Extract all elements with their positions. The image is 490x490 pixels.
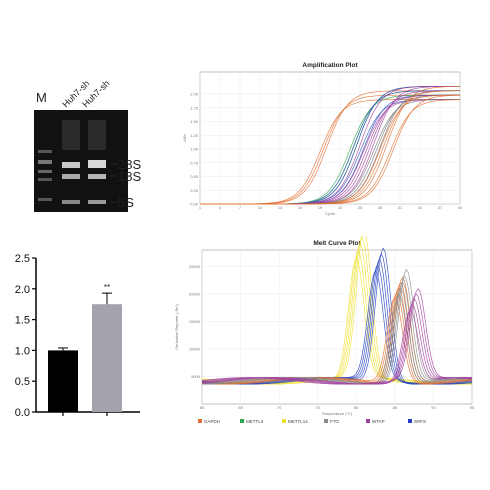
x-tick-label: 31 <box>398 205 403 210</box>
y-tick-label: 0.00 <box>190 202 199 207</box>
legend-swatch <box>366 419 370 423</box>
amplification-plot: Amplification Plot 1 4 7 10 13 16 19 22 25 28 31 34 3… <box>182 62 463 216</box>
melt-curve <box>201 292 473 385</box>
melt-curve <box>202 293 473 385</box>
legend-label: METTL3 <box>246 419 264 424</box>
y-tick-label: 0.25 <box>190 188 199 193</box>
y-tick-label: 1.5 <box>15 315 30 327</box>
y-tick-label: 2.0 <box>15 284 30 296</box>
chart-title: Amplification Plot <box>302 62 358 69</box>
melt-curve <box>202 287 473 385</box>
x-axis-label: Cycle <box>325 211 336 216</box>
x-tick-label: 80 <box>354 405 359 410</box>
gel-band-label-5s: 5S <box>118 195 134 210</box>
y-tick-label: 0.0 <box>15 407 30 419</box>
legend-label: FTO <box>330 419 339 424</box>
x-tick-label: 1 <box>199 205 202 210</box>
y-tick-label: 0.75 <box>190 160 199 165</box>
x-tick-label: 34 <box>418 205 423 210</box>
x-tick-label: 70 <box>277 405 282 410</box>
bar-chart: 0.0 0.5 1.0 1.5 2.0 2.5 ** <box>15 253 140 419</box>
x-tick-label: 90 <box>431 405 436 410</box>
y-tick-label: 15000 <box>189 319 201 324</box>
x-tick-label: 4 <box>219 205 222 210</box>
x-axis-label: Temperature (°C) <box>322 411 353 416</box>
legend-swatch <box>282 419 286 423</box>
x-tick-label: 37 <box>438 205 443 210</box>
x-tick-label: 95 <box>470 405 475 410</box>
y-tick-label: 1.50 <box>190 119 199 124</box>
y-tick-label: 1.75 <box>190 105 199 110</box>
y-tick-label: 20000 <box>189 292 201 297</box>
melt-curve <box>201 287 473 385</box>
gel-panel: M Huh7-sh Huh7-sh 28S 18S 5S <box>28 78 178 220</box>
legend-label: WTAP <box>372 419 385 424</box>
x-tick-label: 22 <box>338 205 343 210</box>
legend-label: SRFS <box>414 419 426 424</box>
legend-swatch <box>198 419 202 423</box>
bar-chart-panel: 0.0 0.5 1.0 1.5 2.0 2.5 ** <box>0 248 150 428</box>
x-tick-label: 25 <box>358 205 363 210</box>
y-tick-label: 0.50 <box>190 174 199 179</box>
y-tick-label: 2.5 <box>15 253 30 265</box>
melt-curve <box>202 287 473 385</box>
amplification-curve <box>200 94 461 205</box>
x-tick-label: 40 <box>458 205 463 210</box>
melt-curve <box>201 304 472 385</box>
y-axis-label: Derivative Reporter (-Rn') <box>174 304 179 350</box>
amplification-plot-panel: Amplification Plot 1 4 7 10 13 16 19 22 25 28 31 34 3… <box>178 58 468 228</box>
y-tick-label: 5000 <box>191 374 201 379</box>
melt-curve-panel: Melt Curve Plot 60 65 70 75 80 85 90 95 25000 2000… <box>168 229 478 436</box>
y-tick-label: 1.00 <box>190 147 199 152</box>
x-tick-label: 19 <box>318 205 323 210</box>
chart-title: Melt Curve Plot <box>313 240 361 247</box>
y-tick-label: 10000 <box>189 347 201 352</box>
significance-label: ** <box>104 283 110 292</box>
y-tick-label: 2.00 <box>190 92 199 97</box>
y-axis-label: ΔRn <box>182 134 187 142</box>
legend-swatch <box>240 419 244 423</box>
gel-band-label-28s: 28S <box>118 157 141 172</box>
x-tick-label: 28 <box>378 205 383 210</box>
legend-label: GAPDH <box>204 419 220 424</box>
gel-marker-label: M <box>36 90 47 105</box>
gel-band-label-18s: 18S <box>118 169 141 184</box>
x-tick-label: 16 <box>298 205 303 210</box>
y-tick-label: 0.5 <box>15 376 30 388</box>
x-tick-label: 60 <box>200 405 205 410</box>
x-tick-label: 85 <box>393 405 398 410</box>
x-tick-label: 75 <box>315 405 320 410</box>
y-tick-label: 1.0 <box>15 345 30 357</box>
y-tick-label: 1.25 <box>190 133 199 138</box>
melt-curve <box>201 281 472 385</box>
x-tick-label: 13 <box>278 205 283 210</box>
bar <box>92 304 122 412</box>
x-tick-label: 65 <box>238 405 243 410</box>
legend-label: METTL14 <box>288 419 308 424</box>
legend-swatch <box>408 419 412 423</box>
y-tick-label: 25000 <box>189 264 201 269</box>
x-tick-label: 10 <box>258 205 263 210</box>
melt-curve-plot: Melt Curve Plot 60 65 70 75 80 85 90 95 25000 2000… <box>174 229 475 424</box>
x-tick-label: 7 <box>239 205 242 210</box>
bar <box>48 350 78 412</box>
melt-curve <box>201 309 472 385</box>
gel-image: M Huh7-sh Huh7-sh 28S 18S 5S <box>34 78 141 212</box>
legend-swatch <box>324 419 328 423</box>
